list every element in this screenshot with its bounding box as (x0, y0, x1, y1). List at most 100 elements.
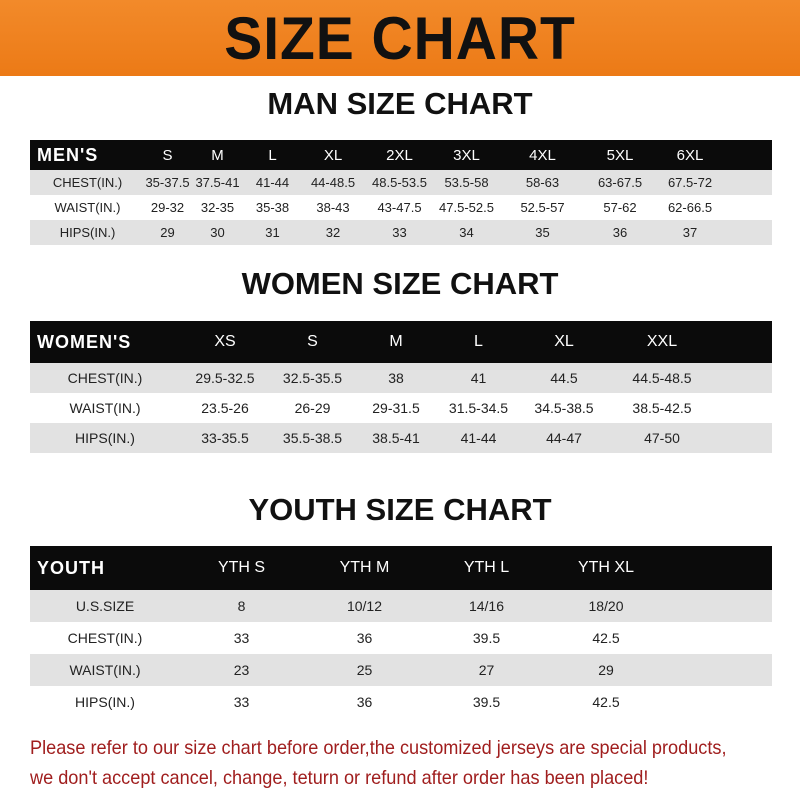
table-cell: 36 (356, 694, 373, 710)
table-cell: 41-44 (460, 430, 497, 446)
table-cell: 44.5 (550, 370, 578, 386)
size-header-cell: XL (323, 146, 343, 164)
table-cell: 57-62 (603, 200, 637, 215)
size-header-cell: 6XL (676, 146, 704, 164)
table-row: U.S.SIZE 8 10/12 14/16 18/20 (30, 590, 772, 622)
size-header-cell: XXL (646, 333, 678, 350)
table-cell: 53.5-58 (444, 175, 489, 190)
table-cell: 38.5-42.5 (632, 400, 692, 416)
men-size-table: MEN'S S M L XL 2XL 3XL 4XL 5XL 6XL CHEST(IN.) 35-37… (30, 140, 772, 245)
table-cell: 31.5-34.5 (448, 400, 509, 416)
row-label: WAIST(IN.) (69, 400, 141, 416)
size-header-cell: S (307, 333, 318, 350)
table-cell: 42.5 (592, 694, 620, 710)
size-header-cell: YTH S (217, 559, 266, 576)
size-header-cell: S (162, 146, 173, 164)
table-cell: 23 (233, 662, 250, 678)
table-cell: 44-47 (546, 430, 582, 446)
table-cell: 63-67.5 (597, 175, 643, 190)
table-cell: 37.5-41 (195, 175, 240, 190)
table-cell: 41-44 (255, 175, 290, 190)
table-cell: 35.5-38.5 (282, 430, 343, 446)
table-cell: 23.5-26 (201, 400, 249, 416)
notice-line: Please refer to our size chart before or… (30, 737, 727, 759)
table-cell: 10/12 (346, 598, 383, 614)
table-row: HIPS(IN.) 33-35.5 35.5-38.5 38.5-41 41-44 44-… (30, 423, 772, 453)
size-header-cell: YTH L (463, 559, 510, 576)
table-cell: 36 (612, 225, 628, 240)
row-label: U.S.SIZE (75, 598, 135, 614)
table-row: CHEST(IN.) 29.5-32.5 32.5-35.5 38 41 44.5 44.5… (30, 363, 772, 393)
size-header-cell: 3XL (453, 146, 480, 164)
size-header-cell: 2XL (386, 146, 413, 164)
table-row: WAIST(IN.) 23 25 27 29 (30, 654, 772, 686)
table-cell: 47.5-52.5 (439, 200, 494, 215)
table-cell: 18/20 (588, 598, 624, 614)
row-label: CHEST(IN.) (67, 630, 143, 646)
row-label: HIPS(IN.) (75, 694, 135, 710)
banner: SIZE CHART (0, 0, 800, 76)
table-cell: 33 (392, 225, 407, 240)
table-cell: 38-43 (316, 200, 350, 215)
table-row: WAIST(IN.) 29-32 32-35 35-38 38-43 43-47.5 47.… (30, 195, 772, 220)
table-header-row: WOMEN'S XS S M L XL XXL (30, 321, 772, 363)
table-cell: 27 (478, 662, 495, 678)
size-header-cell: M (389, 333, 403, 350)
size-header-cell: YTH M (339, 559, 390, 576)
table-cell: 34.5-38.5 (534, 400, 594, 416)
women-size-table: WOMEN'S XS S M L XL XXL CHEST(IN.) 29.5-32.5 32.5… (30, 321, 772, 453)
size-header-cell: XL (554, 333, 574, 350)
table-title-cell: WOMEN'S (37, 331, 132, 352)
table-cell: 67.5-72 (667, 175, 713, 190)
table-cell: 44-48.5 (310, 175, 356, 190)
table-cell: 33 (233, 694, 250, 710)
table-title-cell: MEN'S (37, 144, 99, 165)
table-cell: 48.5-53.5 (372, 175, 427, 190)
table-row: HIPS(IN.) 33 36 39.5 42.5 (30, 686, 772, 718)
size-header-cell: L (474, 333, 483, 350)
table-row: HIPS(IN.) 29 30 31 32 33 34 35 36 37 (30, 220, 772, 245)
table-cell: 26-29 (294, 400, 331, 416)
table-cell: 29 (598, 662, 614, 678)
table-cell: 29-31.5 (372, 400, 420, 416)
table-cell: 44.5-48.5 (632, 370, 692, 386)
row-label: CHEST(IN.) (67, 370, 143, 386)
table-title-cell: YOUTH (37, 557, 105, 578)
size-header-cell: L (268, 146, 277, 164)
table-cell: 25 (356, 662, 373, 678)
women-section-title: WOMEN SIZE CHART (241, 266, 559, 301)
table-cell: 37 (682, 225, 698, 240)
table-cell: 29.5-32.5 (195, 370, 255, 386)
notice-line: we don't accept cancel, change, teturn o… (30, 767, 649, 789)
table-cell: 43-47.5 (377, 200, 422, 215)
table-cell: 39.5 (472, 694, 501, 710)
table-cell: 52.5-57 (520, 200, 565, 215)
table-cell: 32 (325, 225, 341, 240)
table-cell: 35-38 (255, 200, 290, 215)
banner-title: SIZE CHART (224, 4, 576, 72)
table-cell: 31 (265, 225, 280, 240)
table-cell: 38 (388, 370, 404, 386)
row-label: HIPS(IN.) (59, 225, 116, 240)
table-cell: 39.5 (472, 630, 501, 646)
table-row: CHEST(IN.) 35-37.5 37.5-41 41-44 44-48.5 48.5… (30, 170, 772, 195)
table-cell: 32-35 (200, 200, 235, 215)
size-header-cell: XS (214, 333, 236, 350)
table-cell: 29 (160, 225, 175, 240)
youth-section-title: YOUTH SIZE CHART (248, 492, 552, 527)
table-header-row: YOUTH YTH S YTH M YTH L YTH XL (30, 546, 772, 590)
table-cell: 29-32 (150, 200, 185, 215)
size-header-cell: 5XL (606, 146, 634, 164)
size-header-cell: 4XL (529, 146, 556, 164)
table-cell: 30 (210, 225, 225, 240)
table-cell: 33-35.5 (201, 430, 249, 446)
table-cell: 34 (459, 225, 474, 240)
table-header-row: MEN'S S M L XL 2XL 3XL 4XL 5XL 6XL (30, 140, 772, 170)
table-cell: 58-63 (525, 175, 560, 190)
table-row: CHEST(IN.) 33 36 39.5 42.5 (30, 622, 772, 654)
table-cell: 36 (356, 630, 373, 646)
table-row: WAIST(IN.) 23.5-26 26-29 29-31.5 31.5-34.5 34… (30, 393, 772, 423)
table-cell: 38.5-41 (372, 430, 420, 446)
table-cell: 32.5-35.5 (282, 370, 343, 386)
table-cell: 35-37.5 (145, 175, 190, 190)
